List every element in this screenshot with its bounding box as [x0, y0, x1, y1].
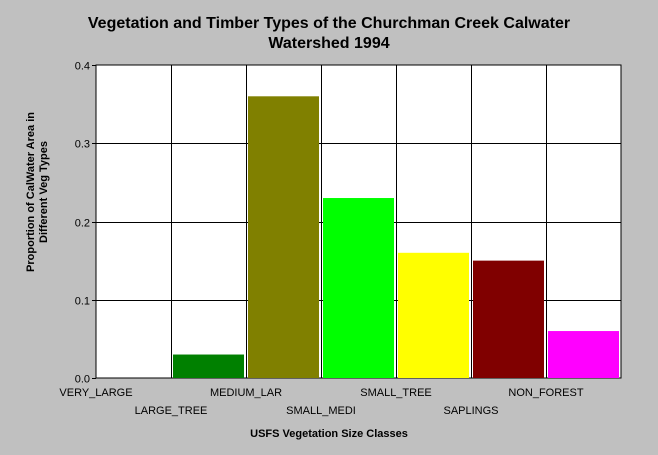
chart-title: Vegetation and Timber Types of the Churc… — [0, 14, 658, 54]
bars — [173, 96, 619, 379]
y-tick-label: 0.3 — [75, 139, 90, 151]
y-axis-label-line-2: Different Veg Types — [38, 141, 50, 243]
bar-small-medi — [323, 198, 394, 378]
bar-medium-lar — [248, 96, 319, 379]
bar-non-forest — [548, 331, 619, 378]
x-tick-label: LARGE_TREE — [135, 405, 208, 417]
x-tick-label: VERY_LARGE — [59, 387, 132, 399]
x-tick-label: MEDIUM_LAR — [210, 387, 282, 399]
x-axis-label: USFS Vegetation Size Classes — [250, 428, 408, 440]
y-axis-label-line-1: Proportion of CalWater Area in — [25, 112, 37, 272]
y-tick-label: 0.0 — [75, 374, 90, 386]
y-tick-label: 0.1 — [75, 296, 90, 308]
x-tick-label: NON_FOREST — [508, 387, 583, 399]
y-tick-label: 0.2 — [75, 218, 90, 230]
x-tick-label: SAPLINGS — [443, 405, 498, 417]
x-tick-label: SMALL_TREE — [360, 387, 432, 399]
bar-saplings — [473, 260, 544, 378]
chart-title-line-1: Vegetation and Timber Types of the Churc… — [87, 15, 571, 32]
x-tick-label: SMALL_MEDI — [286, 405, 356, 417]
bar-large-tree — [173, 354, 244, 378]
bar-small-tree — [398, 252, 469, 378]
y-tick-label: 0.4 — [75, 61, 90, 73]
y-axis-ticks: 0.0 0.1 0.2 0.3 0.4 — [75, 61, 96, 386]
chart-title-line-2: Watershed 1994 — [268, 35, 390, 52]
